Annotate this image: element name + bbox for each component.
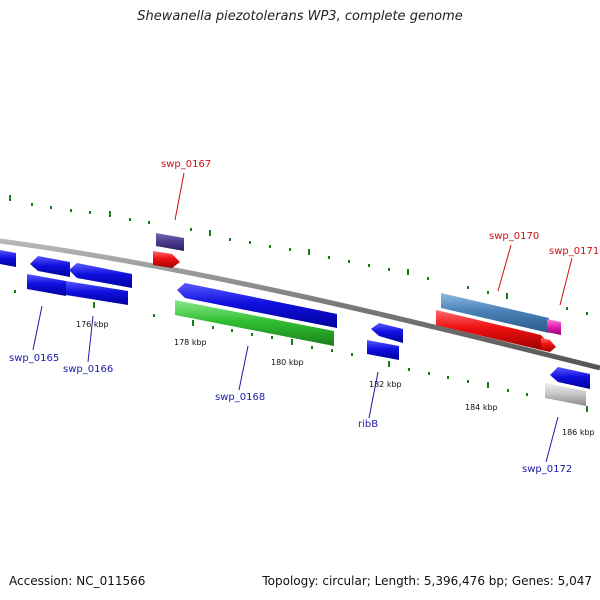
leader-line	[174, 172, 185, 221]
blue-gene-arrow[interactable]	[177, 283, 337, 328]
topology-text: Topology: circular; Length: 5,396,476 bp…	[262, 574, 592, 588]
gene-label[interactable]: swp_0168	[215, 392, 265, 403]
blue-gene-arrow[interactable]	[0, 250, 16, 267]
leader-line	[545, 416, 559, 463]
tick-row-lower	[14, 290, 588, 412]
accession-text: Accession: NC_011566	[9, 574, 146, 588]
tick-row-upper	[9, 195, 588, 315]
leader-line	[497, 244, 512, 292]
red-gene-arrow[interactable]	[153, 251, 180, 268]
leader-line	[32, 305, 43, 351]
blue-gene-arrow[interactable]	[66, 281, 128, 305]
gene-label[interactable]: swp_0166	[63, 364, 113, 375]
blue-gene-arrow[interactable]	[367, 340, 399, 360]
ruler-label: 184 kbp	[465, 403, 498, 412]
blue-gene-arrow[interactable]	[371, 323, 403, 343]
genome-backbone	[0, 238, 600, 371]
gray-gene-arrow[interactable]	[545, 383, 586, 406]
blue-gene-arrow[interactable]	[30, 256, 70, 277]
gene-label[interactable]: swp_0172	[522, 464, 572, 475]
gene-label[interactable]: swp_0165	[9, 353, 59, 364]
gene-label[interactable]: swp_0170	[489, 231, 539, 242]
page-title: Shewanella piezotolerans WP3, complete g…	[137, 9, 463, 24]
blue-gene-arrow[interactable]	[69, 263, 132, 288]
steelblue-gene-arrow[interactable]	[441, 293, 549, 333]
leader-line	[559, 257, 573, 306]
leader-line	[87, 315, 94, 363]
purple-gene-arrow[interactable]	[156, 233, 184, 251]
gene-label[interactable]: ribB	[358, 419, 378, 430]
red-gene-arrow[interactable]	[541, 338, 556, 352]
ruler-label: 182 kbp	[369, 380, 402, 389]
leader-line	[238, 345, 249, 391]
red-gene-arrow[interactable]	[436, 310, 549, 350]
blue-gene-arrow[interactable]	[550, 367, 590, 389]
leader-line	[368, 371, 379, 419]
ruler-label: 186 kbp	[562, 428, 595, 437]
gene-label[interactable]: swp_0167	[161, 159, 211, 170]
green-gene-arrow[interactable]	[175, 300, 334, 346]
ruler-label: 180 kbp	[271, 358, 304, 367]
blue-gene-arrow[interactable]	[27, 274, 66, 296]
gene-label[interactable]: swp_0171	[549, 246, 599, 257]
magenta-gene-arrow[interactable]	[547, 319, 561, 335]
ruler-label: 178 kbp	[174, 338, 207, 347]
